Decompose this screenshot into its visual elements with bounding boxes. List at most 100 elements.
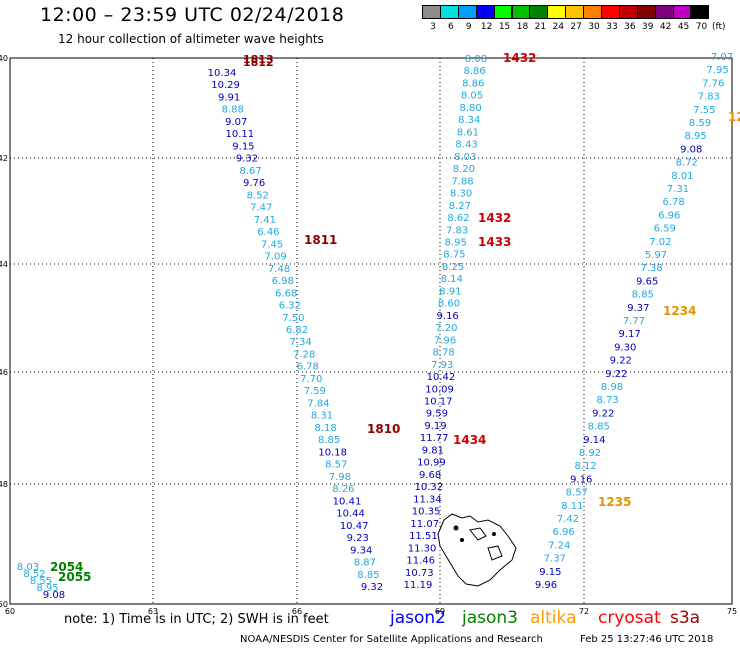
swh-value-pass-left: 7.84	[307, 398, 329, 409]
swh-value-pass-middle: 10.17	[424, 397, 453, 408]
swh-value-pass-left: 9.91	[218, 92, 240, 103]
page-subtitle: 12 hour collection of altimeter wave hei…	[58, 32, 324, 46]
swh-value-pass-corner: 8.95	[36, 583, 58, 594]
swh-value-pass-right: 7.31	[667, 184, 689, 195]
swh-value-pass-middle: 8.78	[432, 348, 454, 359]
swh-value-pass-left: 10.18	[318, 447, 347, 458]
swh-value-pass-right: 7.38	[640, 263, 662, 274]
swh-value-pass-middle: 7.88	[451, 176, 473, 187]
swh-value-pass-middle: 8.20	[453, 164, 475, 175]
swh-value-pass-middle: 9.81	[422, 445, 444, 456]
swh-value-pass-left: 7.50	[282, 313, 304, 324]
graticule	[10, 58, 732, 604]
latitude-label: -50	[0, 600, 8, 609]
swh-value-pass-middle: 8.08	[465, 54, 487, 65]
swh-value-pass-right: 8.57	[566, 488, 588, 499]
swh-value-pass-left: 8.85	[318, 435, 340, 446]
swh-value-pass-right: 6.78	[662, 197, 684, 208]
swh-value-pass-right: 9.22	[610, 356, 632, 367]
swh-value-pass-middle: 8.30	[450, 189, 472, 200]
swh-value-pass-right: 8.72	[676, 158, 698, 169]
longitude-label: 72	[579, 607, 589, 616]
swh-value-pass-middle: 11.19	[404, 580, 433, 591]
swh-value-pass-left: 9.07	[225, 117, 247, 128]
swh-value-pass-middle: 10.32	[414, 482, 443, 493]
swh-value-pass-left: 6.46	[257, 227, 279, 238]
pass-id-label: 1234	[663, 304, 696, 318]
swh-value-pass-left: 7.41	[254, 215, 276, 226]
swh-value-pass-middle: 8.03	[454, 152, 476, 163]
longitude-label: 60	[5, 607, 15, 616]
swh-value-pass-left: 8.85	[357, 570, 379, 581]
legend-tick-label: 3	[430, 22, 436, 32]
satellite-name: altika	[530, 608, 577, 628]
swh-value-pass-middle: 9.59	[426, 409, 448, 420]
satellite-name: s3a	[670, 608, 701, 628]
legend-tick-label: 6	[447, 22, 454, 32]
swh-value-pass-left: 9.32	[361, 582, 383, 593]
swh-value-pass-right: 7.24	[548, 540, 570, 551]
swh-value-pass-right: 8.85	[588, 422, 610, 433]
swh-value-pass-middle: 8.27	[449, 201, 471, 212]
swh-value-pass-middle: 11.30	[408, 543, 437, 554]
swh-value-pass-middle: 8.75	[443, 250, 465, 261]
swh-value-pass-left: 8.31	[311, 411, 333, 422]
swh-value-pass-middle: 8.05	[461, 91, 483, 102]
swh-value-pass-corner: 8.52	[23, 569, 45, 580]
legend-tick-label: 30	[588, 22, 600, 32]
swh-value-pass-right: 8.98	[601, 382, 623, 393]
pass-id-label: 1434	[453, 433, 486, 447]
map-frame	[9, 57, 733, 605]
pass-id-label: 1811	[304, 233, 337, 247]
swh-value-pass-left: 7.48	[268, 264, 290, 275]
pass-id-label: 1810	[367, 422, 400, 436]
swh-value-pass-middle: 7.83	[446, 225, 468, 236]
legend-tick-label: 15	[498, 22, 511, 32]
swh-value-pass-middle: 7.96	[434, 335, 456, 346]
swh-value-pass-middle: 8.62	[447, 213, 469, 224]
swh-value-pass-middle: 10.35	[412, 507, 441, 518]
swh-value-pass-corner: 8.55	[30, 576, 52, 587]
legend-tick-label: 70	[695, 22, 708, 32]
swh-value-pass-middle: 8.80	[459, 103, 481, 114]
swh-value-pass-right: 9.17	[618, 329, 640, 340]
swh-value-pass-left: 8.52	[247, 190, 269, 201]
swh-value-pass-left: 10.11	[226, 129, 255, 140]
longitude-label: 63	[148, 607, 158, 616]
swh-value-pass-middle: 8.86	[462, 78, 484, 89]
swh-value-pass-right: 9.65	[636, 276, 658, 287]
swh-value-pass-middle: 8.14	[441, 274, 463, 285]
swh-value-pass-right: 7.07	[711, 52, 733, 63]
swh-value-pass-middle: 8.25	[442, 262, 464, 273]
swh-value-pass-middle: 9.16	[437, 311, 459, 322]
swh-value-pass-right: 9.37	[627, 303, 649, 314]
swh-value-pass-left: 10.34	[208, 68, 237, 79]
swh-value-pass-right: 9.08	[680, 144, 702, 155]
swh-value-pass-middle: 8.95	[445, 237, 467, 248]
pass-id-label-fragment: 12	[728, 110, 740, 124]
longitude-label: 66	[292, 607, 302, 616]
kerguelen-island	[437, 513, 517, 587]
swh-value-pass-right: 9.22	[592, 408, 614, 419]
latitude-label: -44	[0, 260, 8, 269]
legend-tick-label: 36	[624, 22, 636, 32]
swh-value-pass-right: 8.12	[574, 461, 596, 472]
legend-tick-label: 42	[659, 22, 672, 32]
swh-value-pass-right: 6.96	[552, 527, 574, 538]
swh-value-pass-right: 8.11	[561, 501, 583, 512]
pass-id-label: 1812	[243, 56, 274, 69]
swh-value-pass-right: 7.77	[623, 316, 645, 327]
swh-value-pass-left: 10.44	[336, 509, 365, 520]
swh-value-pass-right: 7.55	[693, 105, 715, 116]
swh-value-pass-middle: 10.73	[405, 568, 434, 579]
swh-value-pass-middle: 11.77	[420, 433, 449, 444]
swh-value-pass-right: 7.02	[649, 237, 671, 248]
swh-value-pass-left: 7.45	[261, 239, 283, 250]
swh-value-pass-right: 9.22	[605, 369, 627, 380]
legend-tick-label: 33	[606, 22, 618, 32]
swh-value-pass-left: 6.68	[275, 288, 297, 299]
swh-value-pass-right: 9.16	[570, 474, 592, 485]
swh-value-pass-right: 9.15	[539, 567, 561, 578]
swh-value-pass-corner: 8.03	[17, 562, 39, 573]
swh-value-pass-left: 10.41	[333, 496, 362, 507]
